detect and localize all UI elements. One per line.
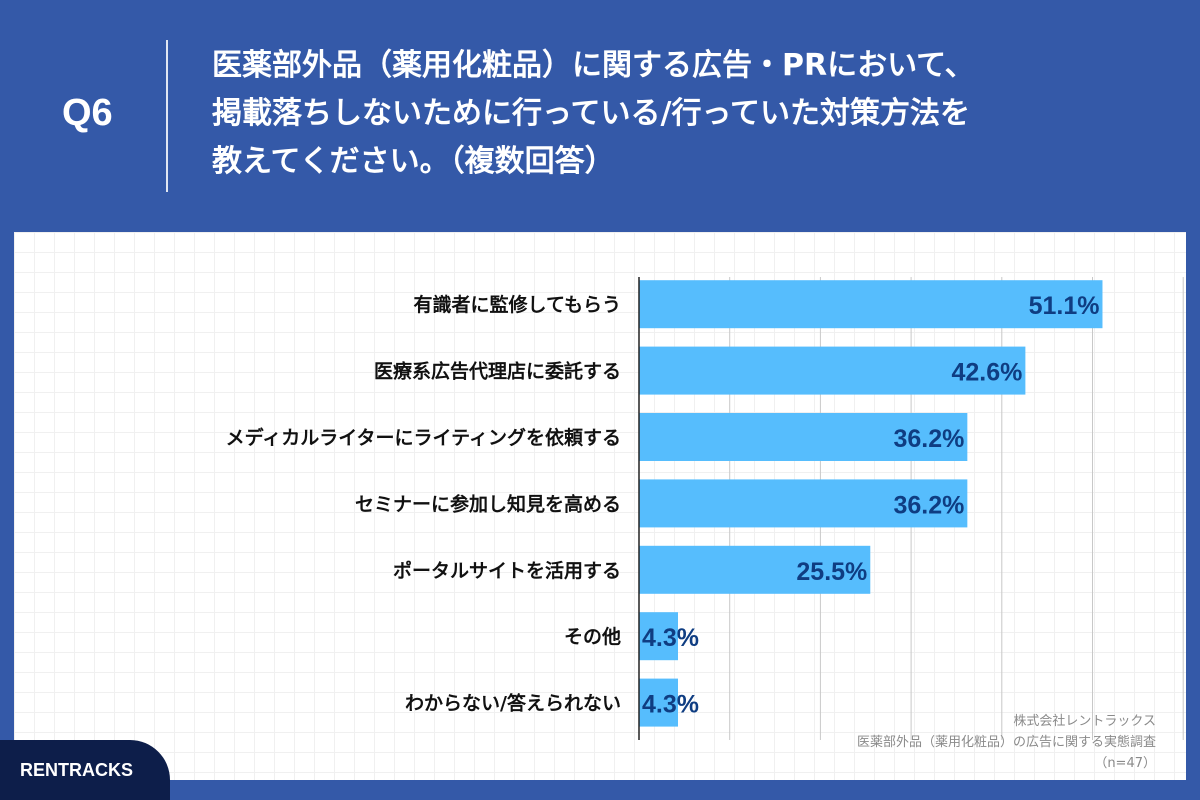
source-company: 株式会社レントラックス (1013, 714, 1156, 729)
value-label: 4.3% (642, 691, 699, 719)
bar (639, 612, 679, 661)
source-sample: （n=47） (1094, 756, 1156, 771)
question-line-2: 掲載落ちしないために行っている/行っていた対策方法を (212, 96, 970, 131)
header-divider (166, 40, 168, 192)
category-label: セミナーに参加し知見を高める (355, 492, 621, 515)
bar (639, 545, 871, 594)
category-label: ポータルサイトを活用する (393, 559, 621, 582)
value-label: 51.1% (1029, 292, 1100, 320)
bar (639, 346, 1026, 395)
value-label: 25.5% (796, 558, 867, 586)
value-label: 42.6% (951, 359, 1022, 387)
category-label: メディカルライターにライティングを依頼する (226, 426, 621, 449)
bar (639, 479, 968, 528)
bar (639, 280, 1103, 329)
header: Q6 医薬部外品（薬用化粧品）に関する広告・PRにおいて、 掲載落ちしないために… (0, 0, 1200, 232)
question-line-1: 医薬部外品（薬用化粧品）に関する広告・PRにおいて、 (212, 48, 975, 83)
bar (639, 413, 968, 461)
question-line-3: 教えてください。（複数回答） (212, 144, 615, 179)
brand-name: RENTRACKS (20, 760, 134, 780)
category-label: その他 (564, 625, 621, 648)
category-label: 医療系広告代理店に委託する (374, 360, 621, 383)
question-text: 医薬部外品（薬用化粧品）に関する広告・PRにおいて、 掲載落ちしないために行って… (212, 42, 1172, 186)
bar-chart: 有識者に監修してもらう 51.1% 医療系広告代理店に委託する 42.6% メディカルラ… (226, 277, 1184, 740)
category-label: 有識者に監修してもらう (414, 293, 621, 316)
value-label: 36.2% (893, 425, 964, 453)
value-label: 36.2% (893, 491, 964, 519)
chart-panel: 有識者に監修してもらう 51.1% 医療系広告代理店に委託する 42.6% メディカルラ… (14, 232, 1186, 780)
brand-logo: RENTRACKS (0, 740, 170, 800)
source-note: 株式会社レントラックス 医薬部外品（薬用化粧品）の広告に関する実態調査 （n=4… (857, 711, 1156, 774)
question-number: Q6 (62, 92, 113, 134)
bar (639, 678, 679, 727)
value-label: 4.3% (642, 624, 699, 652)
category-label: わからない/答えられない (405, 692, 621, 715)
source-survey: 医薬部外品（薬用化粧品）の広告に関する実態調査 (856, 735, 1156, 750)
